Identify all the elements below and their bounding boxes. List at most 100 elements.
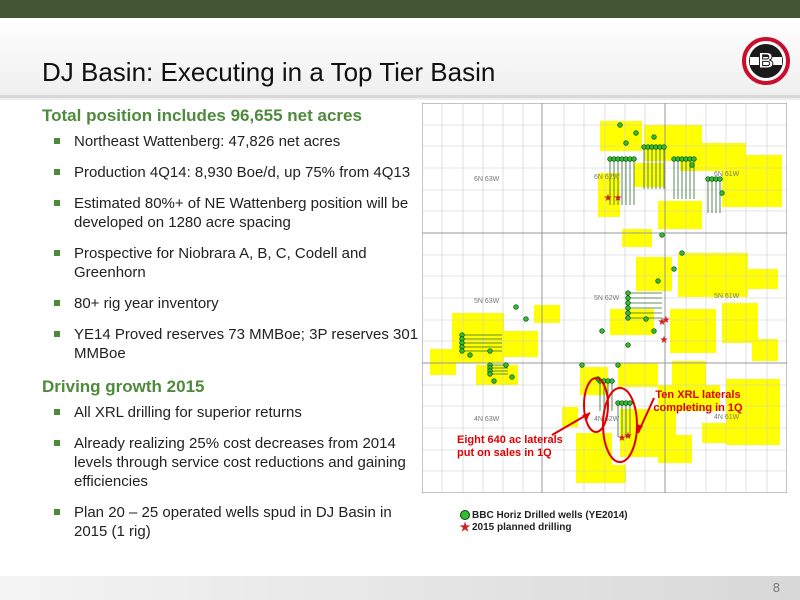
- bullet-item: 80+ rig year inventory: [42, 294, 427, 313]
- page-number: 8: [772, 580, 780, 595]
- well-marker: [609, 378, 615, 384]
- well-marker: [623, 140, 629, 146]
- planned-star-icon: ★: [662, 315, 671, 326]
- acreage-parcel: [518, 335, 536, 349]
- acreage-parcel: [726, 379, 780, 445]
- well-marker: [631, 156, 637, 162]
- callout-ten-xrl: Ten XRL laterals completing in 1Q: [652, 389, 744, 415]
- callout-eight-laterals: Eight 640 ac laterals put on sales in 1Q: [457, 434, 567, 460]
- acreage-parcel: [430, 349, 456, 375]
- township-label: 6N 63W: [474, 176, 500, 183]
- legend-star-icon: ★: [459, 520, 471, 534]
- legend-row-drilled: BBC Horiz Drilled wells (YE2014): [458, 509, 628, 521]
- bullet-item: All XRL drilling for superior returns: [42, 403, 427, 422]
- bullet-square-icon: [54, 509, 60, 515]
- well-marker: [671, 266, 677, 272]
- map-legend: BBC Horiz Drilled wells (YE2014) ★ 2015 …: [458, 509, 628, 534]
- bullet-item: Already realizing 25% cost decreases fro…: [42, 434, 427, 491]
- bullet-text: Production 4Q14: 8,930 Boe/d, up 75% fro…: [74, 164, 411, 181]
- acreage-parcel: [752, 339, 778, 361]
- well-marker: [513, 304, 519, 310]
- bullet-text: 80+ rig year inventory: [74, 295, 219, 312]
- well-marker: [679, 250, 685, 256]
- acreage-parcel: [658, 385, 720, 411]
- well-marker: [625, 342, 631, 348]
- section-heading-position: Total position includes 96,655 net acres: [42, 106, 362, 125]
- well-marker: [491, 378, 497, 384]
- planned-star-icon: ★: [658, 317, 667, 328]
- well-marker: [523, 316, 529, 322]
- logo-letter: B: [758, 48, 774, 73]
- acreage-parcel: [576, 465, 626, 483]
- legend-planned-label: 2015 planned drilling: [472, 521, 572, 533]
- well-marker: [625, 300, 631, 306]
- well-marker: [691, 156, 697, 162]
- acreage-parcel: [670, 309, 716, 353]
- acreage-parcel: [534, 305, 560, 323]
- well-marker: [659, 232, 665, 238]
- township-label: 6N 62W: [594, 174, 620, 181]
- callout-arrowhead: [636, 424, 643, 433]
- planned-star-icon: ★: [624, 431, 633, 442]
- well-marker: [717, 176, 723, 182]
- well-marker: [625, 290, 631, 296]
- well-marker: [655, 278, 661, 284]
- acreage-parcel: [636, 257, 672, 291]
- company-logo: B: [742, 37, 790, 85]
- well-marker: [487, 371, 493, 377]
- bullet-square-icon: [54, 300, 60, 306]
- planned-star-icon: ★: [618, 433, 627, 444]
- top-bar: [0, 0, 800, 18]
- well-marker: [467, 352, 473, 358]
- title-divider: [0, 95, 800, 98]
- callout-annotations: [551, 377, 655, 463]
- well-marker: [651, 328, 657, 334]
- acreage-parcel: [634, 163, 664, 187]
- well-marker: [487, 348, 493, 354]
- bullet-text: Northeast Wattenberg: 47,826 net acres: [74, 133, 341, 150]
- bullet-square-icon: [54, 440, 60, 446]
- acreage-parcel: [748, 269, 778, 289]
- township-lines: [422, 103, 787, 493]
- acreage-map: ★ ★★★★★★ 6N 63W 6N 62W 6N 61W 5N 63W 5N 6…: [422, 103, 787, 493]
- acreage-parcel: [598, 173, 620, 217]
- acreage-parcel: [618, 363, 658, 387]
- well-marker: [689, 162, 695, 168]
- bullet-item: Northeast Wattenberg: 47,826 net acres: [42, 132, 427, 151]
- planned-layer: ★ ★★★★★★: [604, 193, 671, 444]
- acreage-parcel: [678, 253, 748, 297]
- slide-title: DJ Basin: Executing in a Top Tier Basin: [42, 57, 496, 87]
- acreage-parcel: [702, 423, 726, 443]
- bullet-square-icon: [54, 250, 60, 256]
- well-marker: [651, 134, 657, 140]
- legend-row-planned: ★ 2015 planned drilling: [458, 521, 628, 533]
- well-marker: [625, 295, 631, 301]
- well-marker: [503, 362, 509, 368]
- bullet-square-icon: [54, 409, 60, 415]
- well-marker: [459, 348, 465, 354]
- section-heading-growth: Driving growth 2015: [42, 377, 205, 396]
- well-marker: [625, 305, 631, 311]
- bullet-text: All XRL drilling for superior returns: [74, 404, 302, 421]
- acreage-parcel: [476, 365, 518, 385]
- acreage-parcel: [722, 155, 782, 207]
- bullet-square-icon: [54, 138, 60, 144]
- township-label: 6N 61W: [714, 171, 740, 178]
- legend-drilled-label: BBC Horiz Drilled wells (YE2014): [472, 509, 628, 521]
- well-marker: [719, 190, 725, 196]
- bullet-text: Plan 20 – 25 operated wells spud in DJ B…: [74, 504, 392, 540]
- bullet-text: Prospective for Niobrara A, B, C, Codell…: [74, 245, 367, 281]
- bullet-list-position: Northeast Wattenberg: 47,826 net acres P…: [42, 132, 427, 363]
- planned-star-icon: ★: [660, 335, 669, 346]
- bullet-item: Plan 20 – 25 operated wells spud in DJ B…: [42, 503, 427, 541]
- well-marker: [615, 362, 621, 368]
- header-band: [0, 18, 800, 100]
- callout-eight-laterals-text: Eight 640 ac laterals put on sales in 1Q: [457, 434, 563, 459]
- acreage-parcel: [622, 229, 652, 247]
- bullet-item: YE14 Proved reserves 73 MMBoe; 3P reserv…: [42, 325, 427, 363]
- callout-arrowhead: [582, 413, 590, 420]
- well-marker: [643, 316, 649, 322]
- bullet-square-icon: [54, 331, 60, 337]
- planned-star-icon: ★: [604, 193, 613, 204]
- well-marker: [579, 362, 585, 368]
